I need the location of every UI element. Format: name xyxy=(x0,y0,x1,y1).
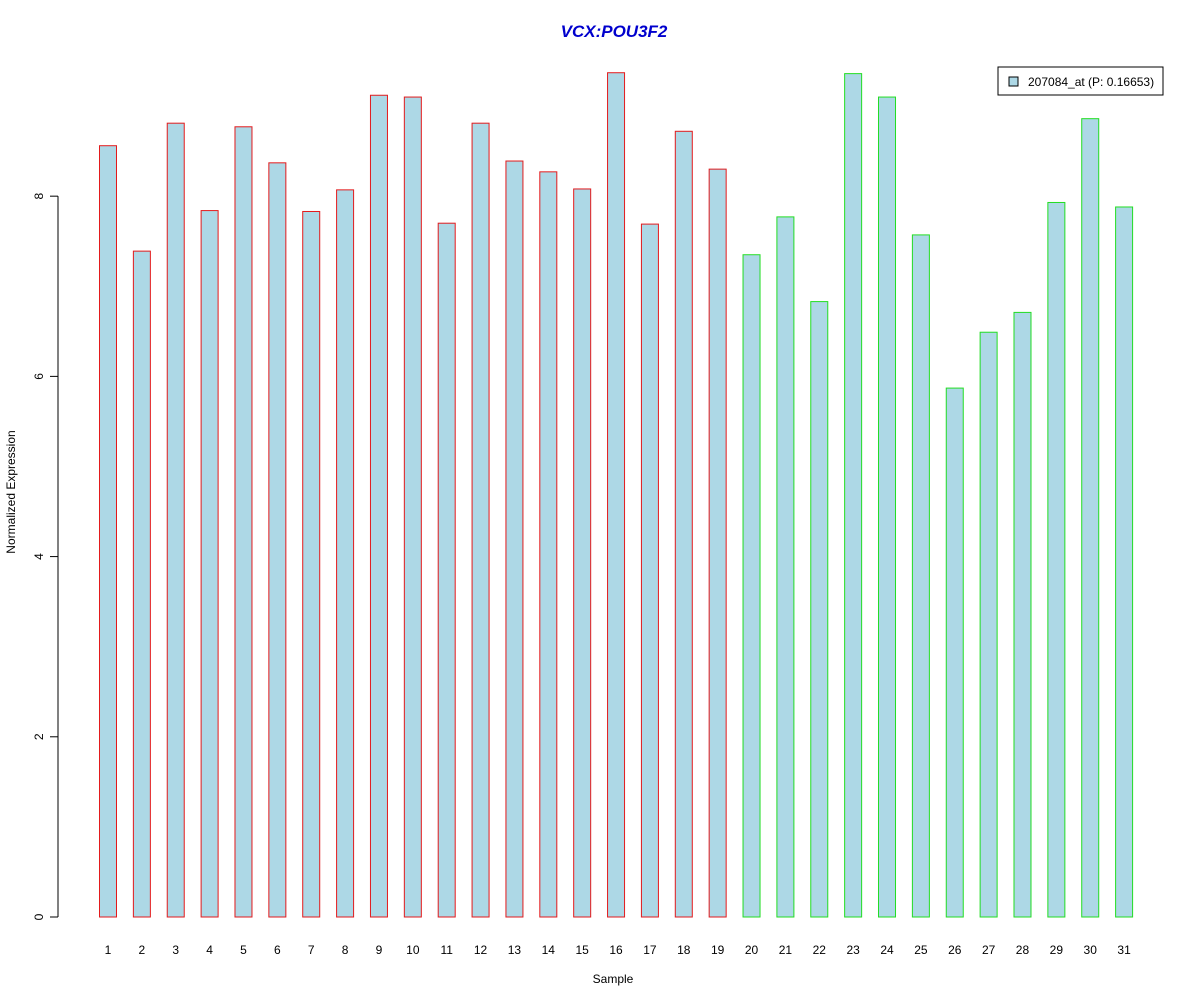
x-tick-label: 15 xyxy=(576,943,590,957)
bar xyxy=(640,223,659,918)
x-tick-label: 31 xyxy=(1117,943,1131,957)
bar xyxy=(268,162,287,918)
x-tick-label: 24 xyxy=(880,943,894,957)
bar xyxy=(166,122,185,918)
x-tick-label: 5 xyxy=(240,943,247,957)
x-tick-label: 26 xyxy=(948,943,962,957)
bar xyxy=(911,234,930,918)
x-tick-label: 22 xyxy=(813,943,827,957)
x-tick-label: 18 xyxy=(677,943,691,957)
bar xyxy=(471,122,490,918)
x-tick-label: 16 xyxy=(609,943,623,957)
bar xyxy=(336,189,355,918)
x-tick-label: 19 xyxy=(711,943,725,957)
bar xyxy=(607,72,626,918)
x-tick-label: 23 xyxy=(846,943,860,957)
x-tick-labels: 1 2 3 4 5 6 7 8 9 10 11 12 13 14 15 16 17 18 19 20 21 22 23 24 2… xyxy=(105,943,1131,957)
bar xyxy=(1115,206,1134,918)
bar xyxy=(708,168,727,918)
bar xyxy=(505,160,524,918)
legend-swatch xyxy=(1008,76,1019,87)
x-axis-label: Sample xyxy=(593,972,634,986)
bar xyxy=(878,96,897,918)
x-tick-label: 9 xyxy=(376,943,383,957)
bar xyxy=(844,73,863,918)
bars xyxy=(99,72,1134,918)
legend: 207084_at (P: 0.16653) xyxy=(997,66,1164,96)
x-tick-label: 27 xyxy=(982,943,996,957)
legend-label: 207084_at (P: 0.16653) xyxy=(1028,75,1154,89)
x-tick-label: 30 xyxy=(1084,943,1098,957)
x-tick-label: 21 xyxy=(779,943,793,957)
x-tick-label: 11 xyxy=(440,943,453,957)
x-tick-label: 7 xyxy=(308,943,315,957)
x-tick-label: 20 xyxy=(745,943,759,957)
bar xyxy=(437,222,456,918)
bar xyxy=(945,387,964,918)
bar xyxy=(99,145,117,918)
x-tick-label: 3 xyxy=(172,943,179,957)
x-tick-label: 10 xyxy=(406,943,420,957)
bar xyxy=(742,254,761,918)
x-tick-label: 6 xyxy=(274,943,281,957)
y-tick-label: 8 xyxy=(32,193,46,200)
y-tick-label: 0 xyxy=(32,913,46,920)
y-tick-label: 6 xyxy=(32,373,46,380)
x-tick-label: 29 xyxy=(1050,943,1064,957)
x-tick-label: 17 xyxy=(643,943,657,957)
x-tick-label: 1 xyxy=(105,943,112,957)
y-axis: 0 2 4 6 8 xyxy=(32,193,59,920)
bar xyxy=(1047,201,1066,918)
bar xyxy=(132,250,151,918)
x-tick-label: 13 xyxy=(508,943,522,957)
legend-box xyxy=(997,66,1164,96)
x-tick-label: 12 xyxy=(474,943,488,957)
chart-title: VCX:POU3F2 xyxy=(561,22,668,41)
bar xyxy=(776,216,795,918)
bar xyxy=(979,331,998,918)
y-tick-label: 2 xyxy=(32,733,46,740)
bar xyxy=(403,96,422,918)
y-tick-label: 4 xyxy=(32,553,46,560)
bar xyxy=(302,210,321,918)
y-axis-label: Normalized Expression xyxy=(4,430,18,553)
bar xyxy=(810,301,829,918)
bar xyxy=(674,130,693,918)
bar xyxy=(200,210,219,918)
x-tick-label: 14 xyxy=(542,943,556,957)
bar xyxy=(369,94,388,918)
x-tick-label: 2 xyxy=(139,943,146,957)
x-tick-label: 8 xyxy=(342,943,349,957)
x-tick-label: 25 xyxy=(914,943,928,957)
x-tick-label: 28 xyxy=(1016,943,1030,957)
bar xyxy=(1013,311,1032,918)
bar xyxy=(539,171,558,918)
bar xyxy=(234,126,253,918)
bar xyxy=(573,188,592,918)
x-tick-label: 4 xyxy=(206,943,213,957)
bar xyxy=(1081,118,1100,918)
